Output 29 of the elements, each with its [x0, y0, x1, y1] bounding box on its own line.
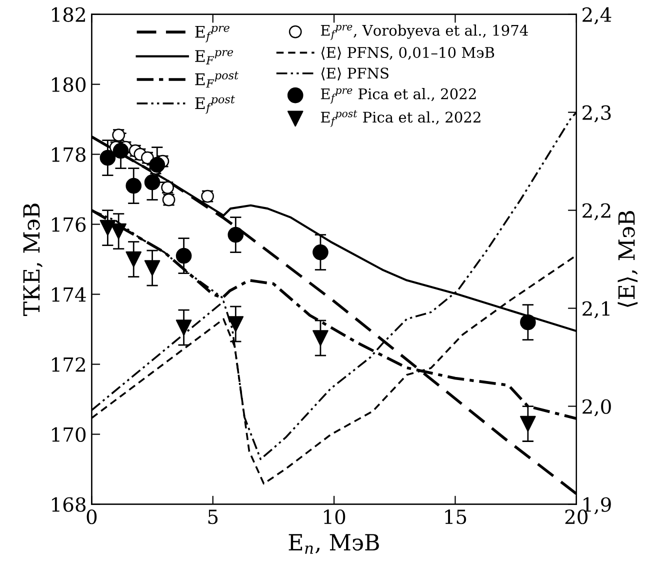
- legend-label: ⟨E⟩ PFNS, 0,01–10 МэВ: [321, 46, 494, 60]
- y-tick-label: 180: [52, 77, 86, 92]
- legend-label: E$_{F}$$^{post}$: [195, 72, 239, 88]
- legend-label: E$_{f}$$^{post}$ Pica et al., 2022: [320, 110, 480, 127]
- y2-tick-label: 2,3: [582, 105, 611, 122]
- y-tick-label: 182: [52, 7, 85, 22]
- y2-axis-title: ⟨E⟩, МэВ: [618, 211, 638, 307]
- y-tick-label: 170: [52, 427, 86, 442]
- y2-tick-label: 2,0: [582, 399, 611, 416]
- y-tick-label: 174: [52, 287, 86, 302]
- legend-label: E$_{F}$$^{pre}$: [195, 50, 234, 64]
- x-tick-label: 0: [86, 509, 97, 524]
- x-tick-label: 15: [445, 509, 466, 524]
- x-tick-label: 5: [208, 510, 218, 524]
- y-tick-label: 172: [52, 357, 85, 372]
- legend-label: ⟨E⟩ PFNS: [321, 67, 388, 80]
- y2-tick-label: 2,4: [582, 7, 612, 24]
- y2-tick-label: 2,1: [582, 301, 610, 318]
- y-tick-label: 168: [52, 497, 86, 512]
- x-tick-label: 10: [324, 509, 346, 524]
- legend-label: E$_{f}$$^{pre}$ Pica et al., 2022: [320, 88, 476, 104]
- y2-tick-label: 2,2: [582, 203, 610, 220]
- legend-label: E$_{f}$$^{pre}$, Vorobyeva et al., 1974: [320, 24, 528, 40]
- y-axis-title: ТКЕ, МэВ: [23, 204, 43, 316]
- x-axis-title: E$_{n}$, МэВ: [288, 534, 379, 554]
- y-tick-label: 178: [52, 147, 86, 162]
- legend-label: E$_{f}$$^{pre}$: [195, 26, 230, 42]
- y-tick-label: 176: [52, 217, 86, 232]
- legend-label: E$_{f}$$^{post}$: [195, 96, 235, 114]
